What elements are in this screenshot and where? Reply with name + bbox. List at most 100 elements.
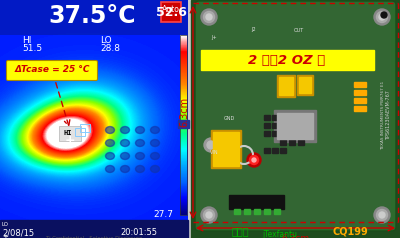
Text: Auto: Auto (162, 5, 180, 14)
Text: jTexfantu: jTexfantu (262, 230, 298, 238)
Bar (354, 106, 366, 111)
Circle shape (207, 141, 215, 149)
Bar (244, 209, 250, 214)
Text: 20:01:55: 20:01:55 (120, 228, 157, 237)
FancyBboxPatch shape (6, 60, 98, 80)
Bar (264, 115, 270, 120)
Bar (280, 140, 286, 145)
Text: +: + (65, 134, 75, 147)
Ellipse shape (120, 153, 130, 159)
Bar (277, 113, 313, 139)
Ellipse shape (150, 153, 160, 159)
Text: OUT: OUT (294, 28, 304, 33)
Bar (264, 131, 270, 136)
Text: 37.5°C: 37.5°C (48, 4, 136, 28)
Circle shape (379, 14, 385, 20)
Text: TEXAS INSTRUMENTS PWR767 E1: TEXAS INSTRUMENTS PWR767 E1 (381, 80, 385, 149)
Bar (213, 132, 239, 166)
Circle shape (204, 209, 214, 220)
Circle shape (204, 138, 218, 152)
Bar (191, 0, 400, 238)
Text: LO: LO (2, 222, 9, 227)
Bar (234, 209, 240, 214)
Circle shape (374, 9, 390, 25)
Bar (279, 77, 293, 95)
Bar (272, 115, 278, 120)
Text: Ti Confidential - Selective Disclosure: Ti Confidential - Selective Disclosure (46, 236, 142, 238)
Bar (254, 209, 260, 214)
Text: 极极图: 极极图 (231, 226, 249, 236)
Bar (272, 123, 278, 128)
Bar (211, 130, 241, 168)
Bar (354, 82, 366, 87)
Bar (161, 2, 181, 22)
Circle shape (206, 212, 212, 218)
Bar (297, 75, 313, 95)
Text: 2/08/15: 2/08/15 (2, 228, 34, 237)
Text: HI: HI (22, 36, 31, 45)
Text: 2 层，2 OZ 铜: 2 层，2 OZ 铜 (248, 54, 326, 66)
Text: 27.7: 27.7 (153, 210, 173, 219)
Bar (0, 220, 188, 238)
Text: GND: GND (223, 115, 235, 120)
Bar (178, 120, 189, 128)
Circle shape (250, 155, 258, 164)
Bar (274, 209, 280, 214)
Text: 52.6: 52.6 (156, 5, 186, 19)
Bar (280, 148, 286, 153)
Ellipse shape (150, 165, 160, 173)
Bar (354, 90, 366, 95)
Text: TPS61230AEVM-767: TPS61230AEVM-767 (386, 90, 392, 140)
Text: 28.8: 28.8 (100, 44, 120, 53)
Text: CQ199: CQ199 (332, 226, 368, 236)
Ellipse shape (120, 165, 130, 173)
Bar (298, 140, 304, 145)
Bar (264, 148, 270, 153)
Ellipse shape (136, 153, 144, 159)
Ellipse shape (150, 127, 160, 134)
Ellipse shape (106, 139, 114, 147)
Ellipse shape (120, 127, 130, 134)
Circle shape (201, 9, 217, 25)
Circle shape (376, 11, 388, 23)
Ellipse shape (106, 165, 114, 173)
Circle shape (379, 212, 385, 218)
Bar (272, 148, 278, 153)
Text: 6.3cm: 6.3cm (179, 97, 189, 127)
Bar (264, 209, 270, 214)
FancyBboxPatch shape (195, 1, 396, 231)
Bar (277, 75, 295, 97)
Bar (274, 110, 316, 142)
Bar (264, 123, 270, 128)
Bar (354, 98, 366, 103)
Circle shape (376, 209, 388, 220)
Bar (272, 131, 278, 136)
Ellipse shape (120, 139, 130, 147)
Bar (75, 128, 85, 136)
Circle shape (252, 158, 256, 162)
Bar (180, 35, 187, 215)
FancyBboxPatch shape (200, 6, 391, 226)
Circle shape (381, 12, 387, 18)
Text: 51.5: 51.5 (22, 44, 42, 53)
Bar (299, 77, 311, 93)
Bar (80, 124, 90, 132)
Circle shape (374, 207, 390, 223)
Ellipse shape (136, 165, 144, 173)
Text: 6.3cm: 6.3cm (281, 234, 309, 238)
Circle shape (247, 153, 261, 167)
Bar (59, 126, 81, 141)
Circle shape (206, 14, 212, 20)
Bar (201, 50, 374, 70)
Ellipse shape (106, 127, 114, 134)
Text: VIN: VIN (210, 150, 218, 155)
Text: J2: J2 (252, 28, 256, 33)
Ellipse shape (106, 153, 114, 159)
Text: ΔTcase = 25 °C: ΔTcase = 25 °C (14, 65, 90, 74)
Circle shape (204, 11, 214, 23)
Text: HI: HI (63, 130, 72, 136)
Bar (289, 140, 295, 145)
Text: +: + (2, 234, 8, 238)
Ellipse shape (150, 139, 160, 147)
Ellipse shape (136, 139, 144, 147)
